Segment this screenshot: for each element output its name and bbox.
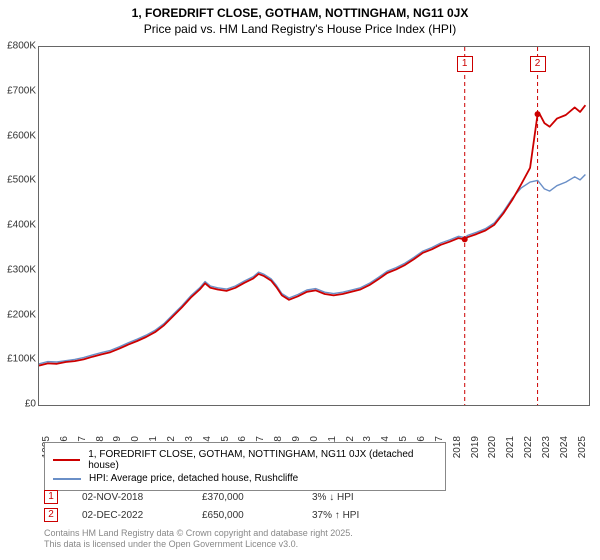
y-tick-label: £200K [3,309,36,320]
y-tick-label: £300K [3,264,36,275]
legend-label-hpi: HPI: Average price, detached house, Rush… [89,473,298,484]
footer: Contains HM Land Registry data © Crown c… [44,528,353,550]
sales-date-2: 02-DEC-2022 [82,510,202,521]
chart-title-address: 1, FOREDRIFT CLOSE, GOTHAM, NOTTINGHAM, … [0,6,600,20]
sales-row-1: 1 02-NOV-2018 £370,000 3% ↓ HPI [44,488,412,506]
y-tick-label: £600K [3,130,36,141]
sales-delta-1: 3% ↓ HPI [312,492,412,503]
y-tick-label: £800K [3,41,36,52]
chart-container: 1, FOREDRIFT CLOSE, GOTHAM, NOTTINGHAM, … [0,0,600,560]
x-tick-label: 2024 [559,436,570,458]
chart-title-subtitle: Price paid vs. HM Land Registry's House … [0,22,600,36]
sales-delta-2: 37% ↑ HPI [312,510,412,521]
sales-date-1: 02-NOV-2018 [82,492,202,503]
marker-label-1: 1 [457,56,473,72]
legend-item-property: 1, FOREDRIFT CLOSE, GOTHAM, NOTTINGHAM, … [53,449,437,471]
plot-area [38,46,590,406]
sales-price-2: £650,000 [202,510,312,521]
sales-row-2: 2 02-DEC-2022 £650,000 37% ↑ HPI [44,506,412,524]
sales-marker-2: 2 [44,508,58,522]
sales-price-1: £370,000 [202,492,312,503]
sales-table: 1 02-NOV-2018 £370,000 3% ↓ HPI 2 02-DEC… [44,488,412,524]
y-tick-label: £100K [3,354,36,365]
x-tick-label: 2025 [577,436,588,458]
legend-label-property: 1, FOREDRIFT CLOSE, GOTHAM, NOTTINGHAM, … [88,449,437,471]
sales-marker-1: 1 [44,490,58,504]
footer-line-2: This data is licensed under the Open Gov… [44,539,353,550]
x-tick-label: 2019 [470,436,481,458]
y-tick-label: £700K [3,85,36,96]
legend: 1, FOREDRIFT CLOSE, GOTHAM, NOTTINGHAM, … [44,442,446,491]
y-tick-label: £0 [3,399,36,410]
plot-svg [39,47,589,405]
legend-item-hpi: HPI: Average price, detached house, Rush… [53,473,437,484]
legend-swatch-property [53,459,80,461]
marker-label-2: 2 [530,56,546,72]
y-tick-label: £500K [3,175,36,186]
x-tick-label: 2020 [487,436,498,458]
x-tick-label: 2023 [541,436,552,458]
x-tick-label: 2022 [523,436,534,458]
legend-swatch-hpi [53,478,81,480]
y-tick-label: £400K [3,220,36,231]
x-tick-label: 2018 [452,436,463,458]
x-tick-label: 2021 [505,436,516,458]
footer-line-1: Contains HM Land Registry data © Crown c… [44,528,353,539]
title-block: 1, FOREDRIFT CLOSE, GOTHAM, NOTTINGHAM, … [0,0,600,36]
